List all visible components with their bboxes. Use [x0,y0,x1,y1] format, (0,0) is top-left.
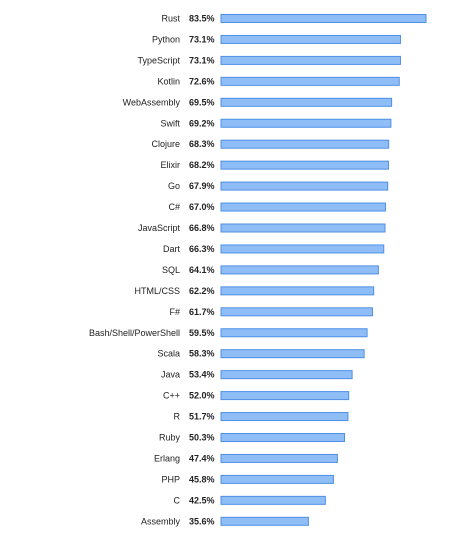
category-label: TypeScript [137,55,180,65]
category-label: C++ [163,391,180,401]
category-label: Elixir [161,160,181,170]
value-label: 52.0% [189,391,215,401]
bar [220,55,401,65]
bar [220,328,368,338]
category-label: WebAssembly [123,97,181,107]
category-label: C# [168,202,180,212]
value-label: 53.4% [189,370,215,380]
bar [220,265,379,275]
category-label: Python [152,34,180,44]
value-label: 45.8% [189,474,215,484]
value-label: 69.2% [189,118,215,128]
value-label: 51.7% [189,412,215,422]
category-label: Erlang [154,453,180,463]
bar [220,453,338,463]
value-label: 50.3% [189,433,215,443]
bar [220,14,427,23]
value-label: 47.4% [189,453,215,463]
category-label: Rust [161,14,180,24]
category-label: Java [161,370,180,380]
value-label: 61.7% [189,307,215,317]
bar [220,76,400,86]
value-label: 67.0% [189,202,215,212]
bar [220,370,353,380]
value-label: 68.3% [189,139,215,149]
value-label: 59.5% [189,328,215,338]
value-label: 66.8% [189,223,215,233]
bar [220,181,389,191]
bar [220,139,390,149]
category-label: R [174,412,181,422]
category-label: PHP [161,474,180,484]
category-label: HTML/CSS [134,286,180,296]
category-label: Scala [157,349,180,359]
bar [220,412,349,422]
value-label: 73.1% [189,34,215,44]
category-label: Ruby [159,433,181,443]
category-label: JavaScript [138,223,181,233]
value-label: 64.1% [189,265,215,275]
bar [220,244,385,254]
category-label: Clojure [151,139,180,149]
category-label: Bash/Shell/PowerShell [89,328,180,338]
category-label: Kotlin [157,76,180,86]
value-label: 67.9% [189,181,215,191]
bar [220,433,345,442]
category-label: F# [169,307,180,317]
bar [220,34,401,44]
bar [220,223,386,233]
bar [220,349,365,359]
category-label: Go [168,181,180,191]
value-label: 72.6% [189,76,215,86]
value-label: 35.6% [189,516,215,526]
value-label: 42.5% [189,495,215,505]
bar [220,202,386,212]
category-label: Dart [163,244,181,254]
bar [220,307,373,317]
category-label: Swift [160,118,180,128]
value-label: 73.1% [189,55,215,65]
value-label: 66.3% [189,244,215,254]
bar [220,474,334,484]
category-label: Assembly [141,516,181,526]
value-label: 83.5% [189,14,215,24]
category-label: C [174,495,181,505]
value-label: 68.2% [189,160,215,170]
bar [220,391,350,401]
value-label: 58.3% [189,349,215,359]
category-label: SQL [162,265,180,275]
bar [220,160,389,170]
bar [220,516,309,526]
bar [220,495,326,505]
bar [220,286,375,296]
bar [220,118,392,128]
bar [220,97,393,107]
value-label: 62.2% [189,286,215,296]
value-label: 69.5% [189,97,215,107]
